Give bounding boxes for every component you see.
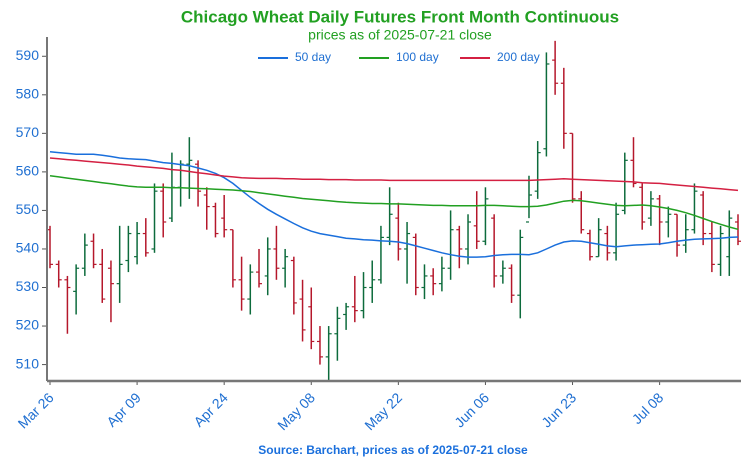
ma-line (49, 157, 739, 192)
x-tick-label: Jun 06 (451, 389, 492, 430)
y-tick-label: 510 (16, 355, 40, 371)
ma-line (49, 151, 739, 258)
ma-line (49, 174, 739, 231)
legend-label: 200 day (497, 50, 540, 64)
chart-title: Chicago Wheat Daily Futures Front Month … (181, 7, 619, 26)
x-tick-label: Jul 08 (629, 389, 667, 427)
y-tick-label: 540 (16, 240, 40, 256)
x-tick-label: Apr 09 (103, 389, 144, 430)
y-tick-label: 590 (16, 47, 40, 63)
y-tick-label: 520 (16, 317, 40, 333)
x-tick-label: May 08 (274, 389, 318, 433)
x-tick-label: May 22 (361, 389, 405, 433)
legend-label: 50 day (295, 50, 331, 64)
y-tick-label: 570 (16, 124, 40, 140)
y-tick-label: 580 (16, 86, 40, 102)
source-note: Source: Barchart, prices as of 2025-07-2… (258, 443, 528, 457)
chart-subtitle: prices as of 2025-07-21 close (308, 27, 492, 43)
legend-label: 100 day (396, 50, 439, 64)
x-tick-label: Mar 26 (15, 389, 57, 431)
x-tick-label: Apr 24 (190, 389, 231, 430)
y-tick-label: 530 (16, 278, 40, 294)
y-tick-label: 550 (16, 201, 40, 217)
x-tick-label: Jun 23 (538, 389, 579, 430)
y-tick-label: 560 (16, 163, 40, 179)
